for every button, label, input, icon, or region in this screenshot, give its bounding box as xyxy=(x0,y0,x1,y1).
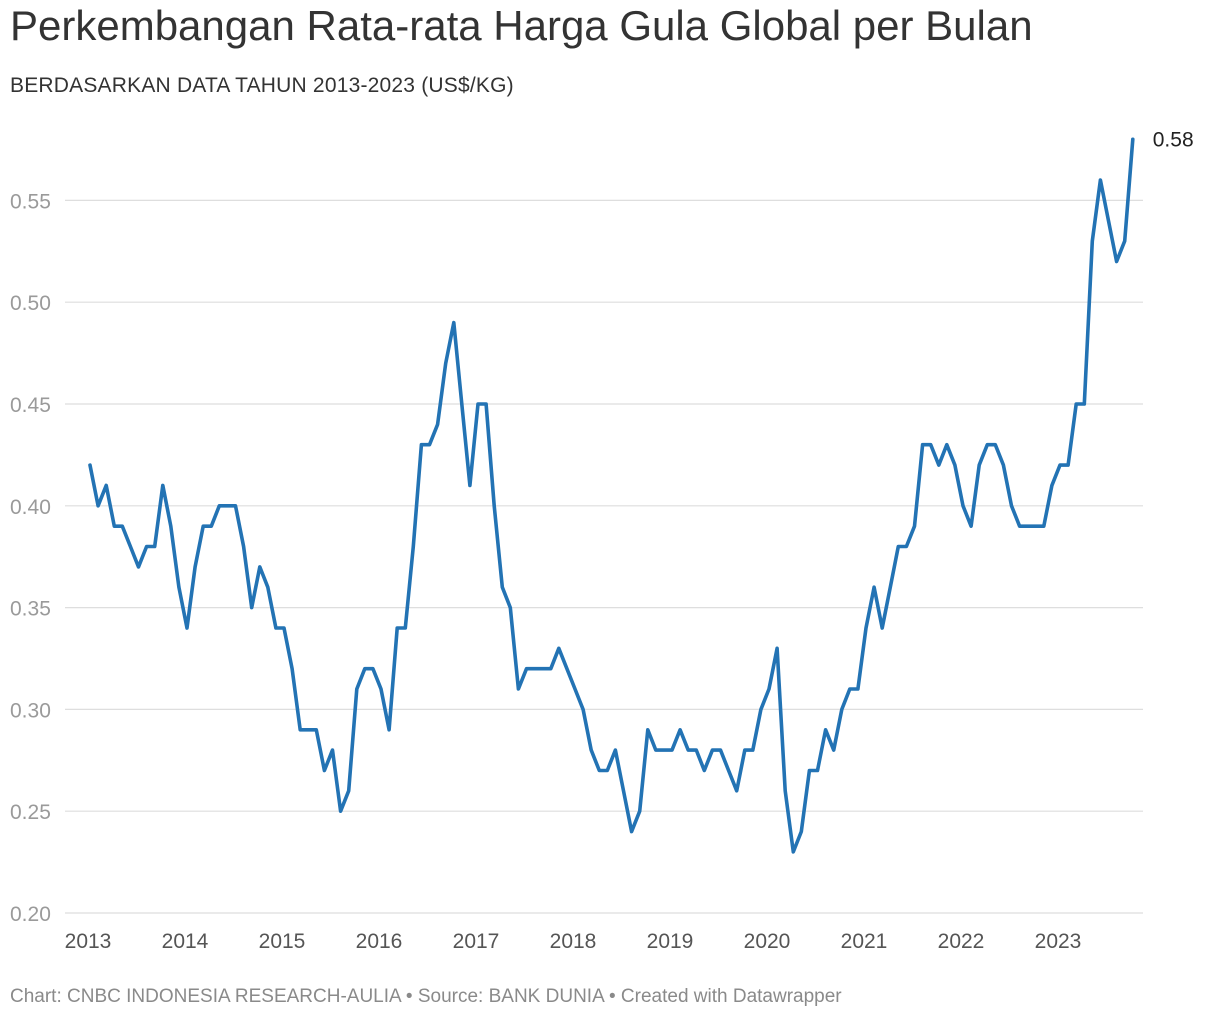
chart-footer: Chart: CNBC INDONESIA RESEARCH-AULIA • S… xyxy=(10,986,842,1007)
x-tick-label: 2017 xyxy=(453,930,500,953)
x-tick-label: 2021 xyxy=(841,930,888,953)
y-tick-label: 0.55 xyxy=(10,190,51,213)
x-tick-label: 2015 xyxy=(259,930,306,953)
end-label-layer: 0.58 xyxy=(1153,128,1194,151)
gridlines xyxy=(65,199,1143,914)
x-tick-label: 2016 xyxy=(356,930,403,953)
chart-subtitle: BERDASARKAN DATA TAHUN 2013-2023 (US$/KG… xyxy=(10,74,514,97)
y-tick-label: 0.35 xyxy=(10,598,51,621)
y-tick-label: 0.30 xyxy=(10,699,51,722)
y-tick-label: 0.25 xyxy=(10,801,51,824)
y-tick-label: 0.50 xyxy=(10,292,51,315)
x-tick-label: 2013 xyxy=(65,930,112,953)
y-tick-label: 0.20 xyxy=(10,903,51,926)
end-value-label: 0.58 xyxy=(1153,128,1194,151)
chart-title: Perkembangan Rata-rata Harga Gula Global… xyxy=(10,2,1033,49)
x-tick-label: 2023 xyxy=(1035,930,1082,953)
x-tick-label: 2022 xyxy=(938,930,985,953)
y-tick-label: 0.40 xyxy=(10,496,51,519)
series-layer xyxy=(88,137,1135,854)
x-tick-label: 2019 xyxy=(647,930,694,953)
x-tick-label: 2014 xyxy=(162,930,209,953)
x-tick-label: 2020 xyxy=(744,930,791,953)
x-tick-label: 2018 xyxy=(550,930,597,953)
series-line xyxy=(88,137,1135,854)
x-axis-ticks: 2013 2014 2015 2016 2017 2018 2019 2020 2021 2022… xyxy=(65,930,1082,953)
y-tick-label: 0.45 xyxy=(10,394,51,417)
y-axis-ticks: 0.20 0.25 0.30 0.35 0.40 0.45 0.50 0.55 xyxy=(10,190,51,926)
